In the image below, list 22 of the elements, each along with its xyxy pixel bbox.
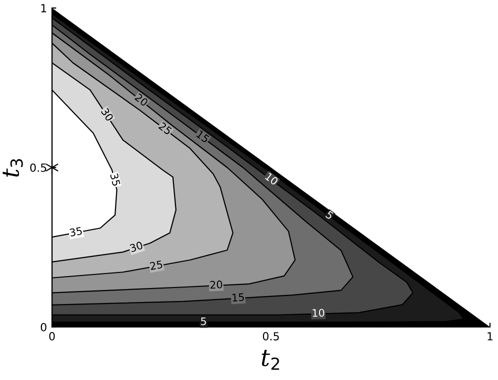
text: 25: [158, 122, 172, 136]
text: 30: [129, 241, 144, 252]
x-axis-title: t$_{2}$: [262, 350, 280, 370]
text: 20: [134, 93, 149, 107]
y-tick-label: 0.5: [30, 163, 46, 172]
text: 20: [210, 280, 222, 289]
text: 30: [100, 107, 114, 122]
x-tick-label: 1: [488, 332, 493, 340]
text: 35: [110, 173, 120, 186]
text: 15: [232, 293, 244, 302]
y-axis-title: t$_{3}$: [2, 159, 23, 177]
text: 5: [325, 210, 334, 220]
text: 25: [150, 260, 163, 270]
text: 15: [196, 130, 210, 144]
text: 5: [201, 317, 206, 326]
y-tick-label: 0: [40, 322, 46, 332]
text: 10: [264, 172, 279, 186]
x-tick-label: 0.5: [262, 332, 279, 340]
x-tick-label: 0: [49, 332, 55, 340]
series-label: 35: [69, 226, 82, 237]
text: 10: [312, 308, 324, 317]
y-tick-label: 1: [41, 4, 46, 12]
